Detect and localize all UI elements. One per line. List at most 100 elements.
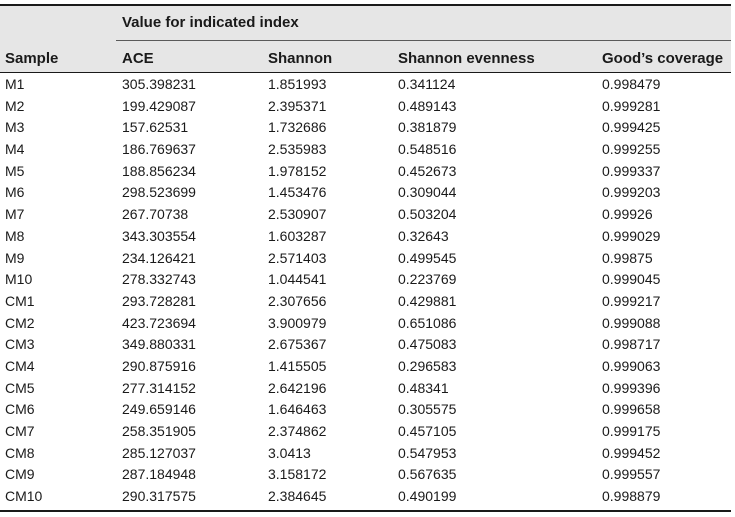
goods-coverage-cell: 0.999063: [602, 357, 661, 374]
goods-coverage-cell: 0.999396: [602, 379, 661, 396]
shannon-evenness-cell: 0.32643: [398, 227, 449, 244]
ace-cell: 290.317575: [122, 488, 196, 505]
ace-cell: 234.126421: [122, 249, 196, 266]
shannon-cell: 1.415505: [268, 357, 327, 374]
shannon-cell: 1.603287: [268, 227, 327, 244]
shannon-cell: 1.978152: [268, 162, 327, 179]
shannon-cell: 1.044541: [268, 271, 327, 288]
ace-cell: 285.127037: [122, 444, 196, 461]
goods-coverage-cell: 0.999029: [602, 227, 661, 244]
goods-coverage-cell: 0.999337: [602, 162, 661, 179]
table-row: M3 157.62531 1.732686 0.381879 0.999425: [0, 117, 731, 139]
shannon-cell: 3.0413: [268, 444, 311, 461]
sample-cell: M8: [5, 227, 25, 244]
column-header-shannon: Shannon: [268, 50, 333, 67]
shannon-evenness-cell: 0.651086: [398, 314, 457, 331]
sample-cell: CM3: [5, 336, 35, 353]
goods-coverage-cell: 0.99926: [602, 206, 653, 223]
ace-cell: 249.659146: [122, 401, 196, 418]
shannon-cell: 1.646463: [268, 401, 327, 418]
sample-cell: M7: [5, 206, 25, 223]
table-row: M5 188.856234 1.978152 0.452673 0.999337: [0, 161, 731, 183]
sample-cell: M6: [5, 184, 25, 201]
sample-cell: CM8: [5, 444, 35, 461]
sample-cell: CM1: [5, 292, 35, 309]
shannon-cell: 2.384645: [268, 488, 327, 505]
goods-coverage-cell: 0.999045: [602, 271, 661, 288]
sample-cell: CM7: [5, 423, 35, 439]
shannon-evenness-cell: 0.457105: [398, 423, 457, 439]
shannon-evenness-cell: 0.309044: [398, 184, 457, 201]
shannon-evenness-cell: 0.296583: [398, 357, 457, 374]
goods-coverage-cell: 0.999281: [602, 97, 661, 114]
shannon-cell: 2.642196: [268, 379, 327, 396]
column-header-goods-coverage: Good’s coverage: [602, 50, 724, 67]
table-row: CM9 287.184948 3.158172 0.567635 0.999557: [0, 464, 731, 486]
sample-cell: CM9: [5, 466, 35, 483]
table-row: CM6 249.659146 1.646463 0.305575 0.999658: [0, 399, 731, 421]
ace-cell: 186.769637: [122, 141, 196, 158]
sample-cell: M9: [5, 249, 25, 266]
shannon-evenness-cell: 0.223769: [398, 271, 457, 288]
shannon-evenness-cell: 0.452673: [398, 162, 457, 179]
table-row: M4 186.769637 2.535983 0.548516 0.999255: [0, 139, 731, 161]
table-header-rule: [0, 72, 731, 73]
table-row: M7 267.70738 2.530907 0.503204 0.99926: [0, 204, 731, 226]
shannon-cell: 1.851993: [268, 76, 327, 92]
goods-coverage-cell: 0.998479: [602, 76, 661, 92]
goods-coverage-cell: 0.999658: [602, 401, 661, 418]
shannon-cell: 2.395371: [268, 97, 327, 114]
sample-cell: CM6: [5, 401, 35, 418]
ace-cell: 290.875916: [122, 357, 196, 374]
ace-cell: 423.723694: [122, 314, 196, 331]
shannon-evenness-cell: 0.490199: [398, 488, 457, 505]
column-header-ace: ACE: [122, 50, 154, 67]
ace-cell: 349.880331: [122, 336, 196, 353]
goods-coverage-cell: 0.999203: [602, 184, 661, 201]
sample-cell: CM10: [5, 488, 43, 505]
shannon-evenness-cell: 0.567635: [398, 466, 457, 483]
sample-cell: M10: [5, 271, 33, 288]
shannon-cell: 1.453476: [268, 184, 327, 201]
shannon-cell: 2.374862: [268, 423, 327, 439]
table-row: CM3 349.880331 2.675367 0.475083 0.998717: [0, 334, 731, 356]
ace-cell: 277.314152: [122, 379, 196, 396]
goods-coverage-cell: 0.999557: [602, 466, 661, 483]
shannon-cell: 2.675367: [268, 336, 327, 353]
goods-coverage-cell: 0.99875: [602, 249, 653, 266]
goods-coverage-cell: 0.998717: [602, 336, 661, 353]
goods-coverage-cell: 0.998879: [602, 488, 661, 505]
goods-coverage-cell: 0.999452: [602, 444, 661, 461]
column-header-sample: Sample: [5, 50, 59, 67]
sample-cell: M3: [5, 119, 25, 136]
ace-cell: 278.332743: [122, 271, 196, 288]
ace-cell: 293.728281: [122, 292, 196, 309]
shannon-cell: 2.307656: [268, 292, 327, 309]
ace-cell: 298.523699: [122, 184, 196, 201]
shannon-evenness-cell: 0.499545: [398, 249, 457, 266]
table-bottom-rule: [0, 510, 731, 512]
table-row: M10 278.332743 1.044541 0.223769 0.999045: [0, 269, 731, 291]
table-row: CM5 277.314152 2.642196 0.48341 0.999396: [0, 378, 731, 400]
sample-cell: M1: [5, 76, 25, 92]
sample-cell: M5: [5, 162, 25, 179]
ace-cell: 199.429087: [122, 97, 196, 114]
shannon-cell: 3.900979: [268, 314, 327, 331]
ace-cell: 305.398231: [122, 76, 196, 92]
ace-cell: 258.351905: [122, 423, 196, 439]
shannon-evenness-cell: 0.475083: [398, 336, 457, 353]
table-row: M8 343.303554 1.603287 0.32643 0.999029: [0, 226, 731, 248]
shannon-evenness-cell: 0.48341: [398, 379, 449, 396]
sample-cell: M4: [5, 141, 25, 158]
table-row: CM10 290.317575 2.384645 0.490199 0.998879: [0, 486, 731, 508]
table-row: M2 199.429087 2.395371 0.489143 0.999281: [0, 96, 731, 118]
table-row: CM4 290.875916 1.415505 0.296583 0.999063: [0, 356, 731, 378]
table-row: M1 305.398231 1.851993 0.341124 0.998479: [0, 74, 731, 96]
shannon-evenness-cell: 0.429881: [398, 292, 457, 309]
ace-cell: 343.303554: [122, 227, 196, 244]
shannon-evenness-cell: 0.305575: [398, 401, 457, 418]
shannon-evenness-cell: 0.547953: [398, 444, 457, 461]
sample-cell: M2: [5, 97, 25, 114]
sample-cell: CM5: [5, 379, 35, 396]
shannon-cell: 2.571403: [268, 249, 327, 266]
